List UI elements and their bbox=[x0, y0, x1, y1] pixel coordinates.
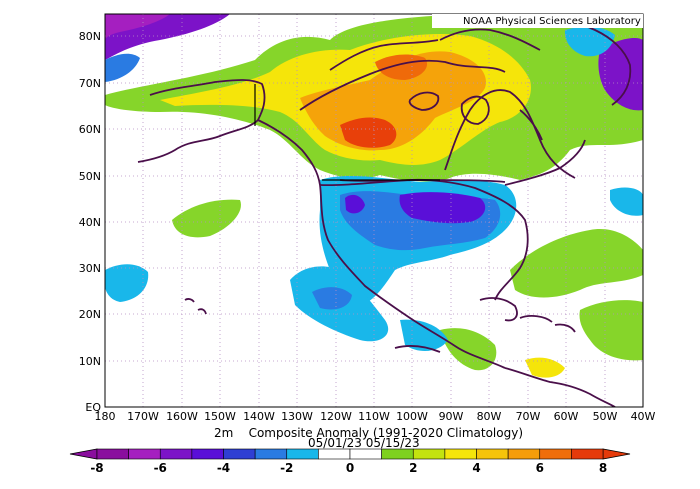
credit-label: NOAA Physical Sciences Laboratory bbox=[463, 16, 641, 27]
lon-label-140w: 140W bbox=[243, 410, 275, 423]
colorbar-cell bbox=[571, 448, 604, 460]
colorbar-cell bbox=[128, 448, 161, 460]
map-gridlines bbox=[105, 14, 643, 407]
lon-label-50w: 50W bbox=[593, 410, 618, 423]
lon-label-100w: 100W bbox=[396, 410, 428, 423]
lon-label-160w: 160W bbox=[166, 410, 198, 423]
cold-anomaly-cyan-pacific-east bbox=[400, 319, 448, 352]
cold-anomaly-purple-us bbox=[399, 192, 486, 224]
lon-label-90w: 90W bbox=[439, 410, 464, 423]
figure-title: 2m Composite Anomaly (1991-2020 Climatol… bbox=[214, 426, 523, 440]
colorbar-cell bbox=[507, 448, 541, 460]
warm-anomaly-green-caribbean bbox=[579, 300, 643, 361]
colorbar-label: 8 bbox=[599, 461, 607, 475]
colorbar: -8 -6 -4 -2 0 2 4 6 8 bbox=[69, 448, 631, 475]
latitude-labels: 80N 70N 60N 50N 40N 30N 20N 10N EQ bbox=[79, 30, 102, 414]
lon-label-80w: 80W bbox=[477, 410, 502, 423]
cold-anomaly-arctic-left-magenta bbox=[105, 14, 170, 40]
warm-anomaly-red-region bbox=[340, 117, 397, 148]
lon-label-70w: 70W bbox=[516, 410, 541, 423]
warm-anomaly-green-pacific bbox=[172, 199, 241, 238]
cold-anomaly-purple-west bbox=[345, 194, 365, 214]
lat-label-70n: 70N bbox=[79, 77, 101, 90]
colorbar-cell bbox=[191, 448, 224, 460]
map-frame bbox=[104, 13, 644, 408]
colorbar-cell bbox=[412, 448, 446, 460]
colorbar-label: 4 bbox=[472, 461, 480, 475]
colorbar-label: 2 bbox=[409, 461, 417, 475]
colorbar-cell bbox=[159, 448, 193, 460]
cold-anomaly-blue-mexico bbox=[312, 287, 352, 310]
lat-label-60n: 60N bbox=[79, 123, 101, 136]
lon-label-110w: 110W bbox=[358, 410, 390, 423]
colorbar-label: -4 bbox=[217, 461, 230, 475]
lat-label-30n: 30N bbox=[79, 262, 101, 275]
political-boundaries bbox=[254, 84, 440, 181]
colorbar-right-arrow bbox=[602, 448, 631, 460]
colorbar-label: -6 bbox=[154, 461, 167, 475]
warm-anomaly-green-atlantic bbox=[510, 229, 643, 298]
figure-date-range: 05/01/23 05/15/23 bbox=[308, 436, 420, 450]
map-plot-area bbox=[105, 14, 643, 407]
colorbar-label: 0 bbox=[346, 461, 354, 475]
colorbar-label: 6 bbox=[536, 461, 544, 475]
colorbar-cell bbox=[254, 448, 288, 460]
lat-label-40n: 40N bbox=[79, 216, 101, 229]
colorbar-cell bbox=[381, 448, 414, 460]
colorbar-cell bbox=[223, 448, 256, 460]
credit-box bbox=[432, 14, 643, 28]
warm-anomaly-red-region-north bbox=[375, 54, 428, 80]
cold-anomaly-greenland bbox=[598, 38, 643, 111]
colorbar-label: -8 bbox=[90, 461, 103, 475]
colorbar-cell bbox=[539, 448, 572, 460]
lon-label-150w: 150W bbox=[204, 410, 236, 423]
lon-label-180: 180 bbox=[95, 410, 116, 423]
colorbar-cell bbox=[476, 448, 509, 460]
lon-label-60w: 60W bbox=[554, 410, 579, 423]
lat-label-eq: EQ bbox=[85, 401, 101, 414]
cold-anomaly-atlantic-cyan bbox=[610, 187, 643, 216]
colorbar-cell bbox=[318, 448, 351, 460]
cold-anomaly-cyan-hawaii bbox=[105, 264, 149, 302]
lon-label-130w: 130W bbox=[281, 410, 313, 423]
lon-label-40w: 40W bbox=[631, 410, 656, 423]
colorbar-cell bbox=[96, 448, 129, 460]
longitude-labels: 180 170W 160W 150W 140W 130W 120W 110W 1… bbox=[95, 410, 656, 423]
cold-anomaly-blue-arctic-left bbox=[105, 53, 140, 82]
colorbar-cell bbox=[349, 448, 382, 460]
colorbar-left-arrow bbox=[69, 448, 98, 460]
lon-label-120w: 120W bbox=[320, 410, 352, 423]
colorbar-cell bbox=[444, 448, 477, 460]
colorbar-label: -2 bbox=[280, 461, 293, 475]
lat-label-80n: 80N bbox=[79, 30, 101, 43]
lat-label-10n: 10N bbox=[79, 355, 101, 368]
coastlines bbox=[137, 21, 632, 407]
lon-label-170w: 170W bbox=[127, 410, 159, 423]
warm-anomaly-yellow-caribbean bbox=[525, 357, 565, 378]
colorbar-cell bbox=[286, 448, 319, 460]
lat-label-50n: 50N bbox=[79, 170, 101, 183]
lat-label-20n: 20N bbox=[79, 308, 101, 321]
